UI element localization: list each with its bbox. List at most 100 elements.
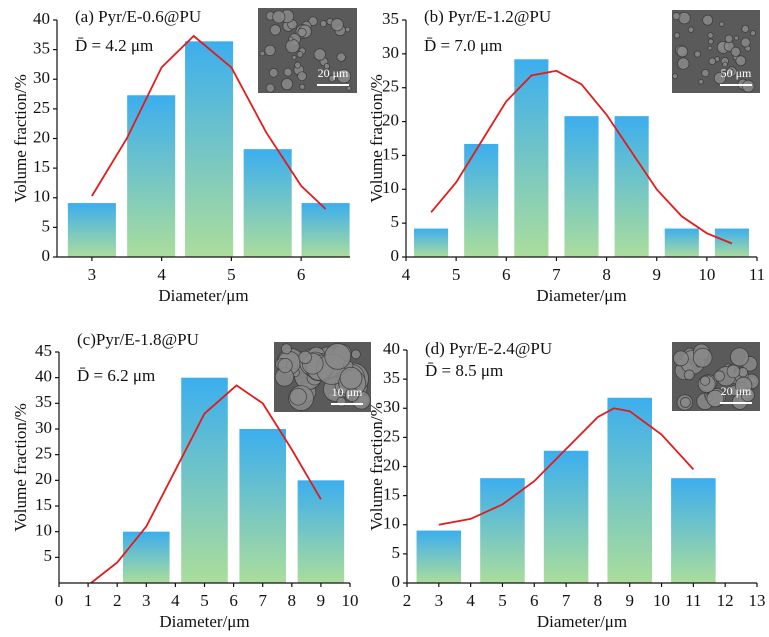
sem-particle	[265, 83, 275, 93]
x-tick-label: 6	[502, 265, 511, 284]
y-tick-label: 40	[383, 339, 400, 358]
mean-annotation: D̄ = 6.2 μm	[77, 366, 155, 385]
x-tick-label: 11	[749, 265, 765, 284]
bar	[67, 203, 116, 257]
fit-curve	[90, 384, 322, 584]
y-tick-label: 20	[33, 127, 50, 146]
x-tick-label: 5	[200, 591, 209, 610]
y-tick-label: 30	[35, 418, 52, 437]
sem-particle	[750, 30, 756, 37]
sem-particle	[323, 63, 331, 70]
y-tick-label: 25	[33, 98, 50, 117]
sem-particle	[299, 83, 306, 90]
sem-particle	[313, 48, 326, 61]
y-tick-label: 15	[382, 144, 399, 163]
panel-title: (a) Pyr/E-0.6@PU	[75, 7, 201, 26]
bar	[301, 203, 350, 257]
y-tick-label: 30	[382, 43, 399, 62]
x-tick-label: 4	[402, 265, 411, 284]
y-tick-label: 5	[42, 216, 51, 235]
x-tick-label: 9	[652, 265, 661, 284]
sem-particle	[734, 376, 753, 395]
bar	[181, 377, 228, 583]
sem-particle	[283, 67, 293, 77]
sem-particle	[264, 44, 276, 57]
y-axis-label: Volume fraction/%	[367, 402, 386, 531]
sem-particle	[701, 68, 710, 78]
sem-particle	[676, 45, 689, 58]
mean-annotation: D̄ = 8.5 μm	[425, 361, 503, 380]
bar	[185, 41, 234, 257]
y-tick-label: 30	[383, 397, 400, 416]
sem-particle	[330, 18, 344, 32]
sem-particle	[280, 343, 292, 355]
sem-particle	[294, 61, 302, 69]
sem-particle	[692, 347, 713, 368]
sem-particle	[730, 347, 750, 367]
sem-particle	[272, 10, 286, 24]
sem-particle	[721, 71, 728, 77]
x-tick-label: 4	[157, 265, 166, 284]
x-tick-label: 6	[229, 591, 238, 610]
sem-particle	[672, 12, 681, 21]
x-tick-label: 6	[297, 265, 306, 284]
bar	[664, 228, 699, 257]
sem-particle	[733, 35, 740, 41]
sem-particle	[680, 397, 691, 408]
x-tick-label: 0	[55, 591, 64, 610]
y-tick-label: 40	[35, 367, 52, 386]
y-tick-label: 15	[383, 485, 400, 504]
sem-particle	[268, 68, 279, 78]
y-tick-label: 20	[383, 455, 400, 474]
fit-curve	[430, 69, 733, 245]
x-tick-label: 5	[498, 591, 507, 610]
x-tick-label: 3	[142, 591, 151, 610]
x-tick-label: 11	[685, 591, 701, 610]
y-tick-label: 40	[33, 9, 50, 28]
x-tick-label: 8	[288, 591, 297, 610]
sem-particle	[259, 50, 266, 57]
y-axis-label: Volume fraction/%	[367, 74, 386, 203]
sem-particle	[677, 57, 690, 70]
sem-particle	[700, 375, 711, 386]
fit-curve	[91, 34, 327, 210]
bar	[671, 478, 716, 583]
sem-particle	[706, 389, 724, 408]
y-tick-label: 5	[392, 543, 401, 562]
sem-particle	[350, 349, 361, 360]
x-tick-label: 12	[717, 591, 734, 610]
bar	[564, 116, 599, 257]
bar	[514, 59, 549, 257]
bar	[239, 429, 286, 583]
x-tick-label: 7	[552, 265, 561, 284]
y-axis-label: Volume fraction/%	[11, 74, 30, 203]
x-tick-label: 10	[698, 265, 715, 284]
sem-particle	[280, 78, 294, 91]
sem-particle	[297, 71, 307, 82]
sem-particle	[288, 36, 294, 42]
y-tick-label: 5	[44, 546, 53, 565]
x-axis-label: Diameter/μm	[536, 286, 626, 305]
x-tick-label: 9	[317, 591, 326, 610]
sem-particle	[726, 68, 734, 76]
y-tick-label: 30	[33, 68, 50, 87]
sem-particle	[698, 79, 704, 85]
y-tick-label: 0	[392, 572, 401, 591]
y-tick-label: 45	[35, 341, 52, 360]
sem-particle	[296, 51, 304, 58]
y-tick-label: 15	[33, 157, 50, 176]
x-tick-label: 5	[452, 265, 461, 284]
sem-particle	[328, 74, 336, 83]
y-tick-label: 20	[382, 110, 399, 129]
x-tick-label: 5	[227, 265, 236, 284]
bar	[543, 450, 589, 583]
sem-particle	[277, 357, 293, 374]
x-axis-label: Diameter/μm	[159, 612, 249, 631]
sem-particle	[719, 21, 725, 27]
y-tick-label: 0	[42, 246, 51, 265]
sem-particle	[687, 26, 695, 33]
x-axis-label: Diameter/μm	[158, 286, 248, 305]
sem-particle	[324, 343, 352, 370]
x-tick-label: 13	[749, 591, 766, 610]
